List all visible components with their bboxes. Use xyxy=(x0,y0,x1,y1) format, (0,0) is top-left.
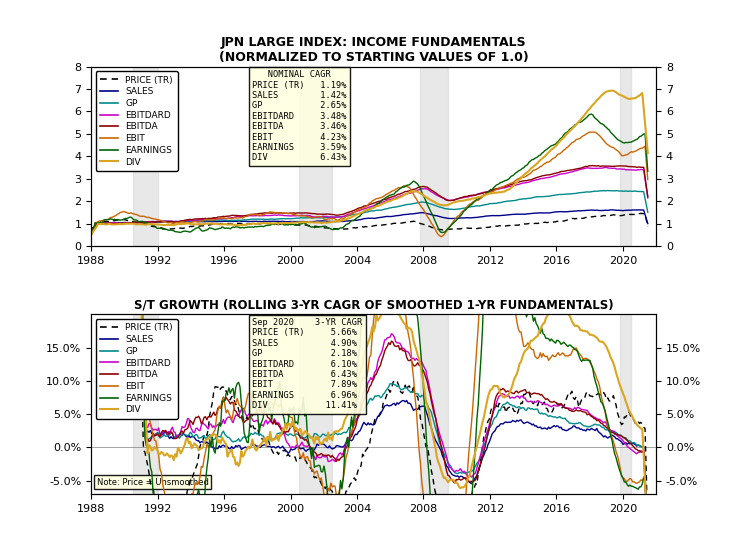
Text: Sep 2020    3-YR CAGR
PRICE (TR)     5.66%
SALES          4.90%
GP             2: Sep 2020 3-YR CAGR PRICE (TR) 5.66% SALE… xyxy=(252,318,362,410)
Bar xyxy=(133,67,157,246)
Legend: PRICE (TR), SALES, GP, EBITDARD, EBITDA, EBIT, EARNINGS, DIV: PRICE (TR), SALES, GP, EBITDARD, EBITDA,… xyxy=(95,319,178,419)
Title: JPN LARGE INDEX: INCOME FUNDAMENTALS
(NORMALIZED TO STARTING VALUES OF 1.0): JPN LARGE INDEX: INCOME FUNDAMENTALS (NO… xyxy=(219,36,529,64)
Legend: PRICE (TR), SALES, GP, EBITDARD, EBITDA, EBIT, EARNINGS, DIV: PRICE (TR), SALES, GP, EBITDARD, EBITDA,… xyxy=(95,71,178,171)
Bar xyxy=(620,67,631,246)
Title: S/T GROWTH (ROLLING 3-YR CAGR OF SMOOTHED 1-YR FUNDAMENTALS): S/T GROWTH (ROLLING 3-YR CAGR OF SMOOTHE… xyxy=(134,299,613,312)
Bar xyxy=(420,67,448,246)
Bar xyxy=(299,67,332,246)
Text: Note: Price = Unsmoothed: Note: Price = Unsmoothed xyxy=(97,478,208,487)
Bar xyxy=(620,314,631,494)
Bar xyxy=(420,314,448,494)
Bar xyxy=(133,314,157,494)
Text: NOMINAL CAGR
PRICE (TR)   1.19%
SALES        1.42%
GP           2.65%
EBITDARD  : NOMINAL CAGR PRICE (TR) 1.19% SALES 1.42… xyxy=(252,70,347,163)
Bar xyxy=(299,314,332,494)
